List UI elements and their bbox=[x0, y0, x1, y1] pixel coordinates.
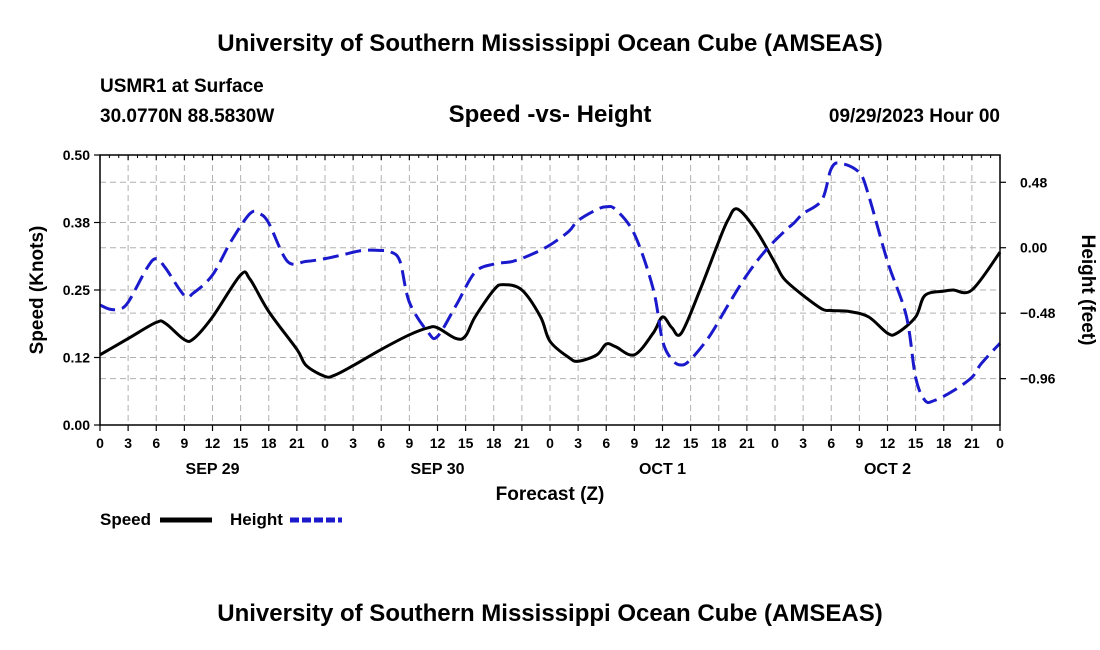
x-tick-label: 9 bbox=[180, 435, 188, 451]
date-label: OCT 2 bbox=[864, 461, 911, 478]
x-tick-label: 9 bbox=[630, 435, 638, 451]
y2-tick-label: 0.48 bbox=[1020, 174, 1047, 190]
x-axis-label: Forecast (Z) bbox=[496, 484, 605, 505]
x-tick-label: 15 bbox=[683, 435, 699, 451]
footer-title: University of Southern Mississippi Ocean… bbox=[217, 600, 883, 627]
x-tick-label: 0 bbox=[771, 435, 779, 451]
x-tick-label: 12 bbox=[205, 435, 221, 451]
x-tick-label: 9 bbox=[855, 435, 863, 451]
y-axis-label: Speed (Knots) bbox=[27, 226, 48, 355]
date-label: OCT 1 bbox=[639, 461, 686, 478]
chart-title: Speed -vs- Height bbox=[448, 101, 652, 128]
x-tick-label: 15 bbox=[458, 435, 474, 451]
coordinates-label: 30.0770N 88.5830W bbox=[100, 106, 275, 127]
legend-speed-label: Speed bbox=[100, 510, 151, 529]
series-layer bbox=[99, 161, 1002, 405]
x-tick-label: 21 bbox=[514, 435, 530, 451]
y2-tick-label: −0.48 bbox=[1020, 305, 1056, 321]
x-tick-label: 0 bbox=[321, 435, 329, 451]
station-label: USMR1 at Surface bbox=[100, 76, 264, 97]
y-tick-label: 0.00 bbox=[63, 417, 90, 433]
x-tick-label: 9 bbox=[405, 435, 413, 451]
x-tick-label: 21 bbox=[964, 435, 980, 451]
datetime-label: 09/29/2023 Hour 00 bbox=[828, 106, 1000, 127]
x-tick-label: 18 bbox=[261, 435, 277, 451]
x-tick-label: 21 bbox=[289, 435, 305, 451]
axes-layer: 0 3 6 9 12 15 18 21 0 3 6 9 12 15 18 21 0 3 6 9 12 15 18 21 0 3 6 9… bbox=[63, 147, 1056, 478]
x-tick-label: 18 bbox=[486, 435, 502, 451]
y2-tick-label: 0.00 bbox=[1020, 240, 1047, 256]
x-tick-label: 3 bbox=[799, 435, 807, 451]
date-label: SEP 29 bbox=[186, 461, 240, 478]
main-title: University of Southern Mississippi Ocean… bbox=[217, 30, 883, 57]
speed-height-chart: 0 3 6 9 12 15 18 21 0 3 6 9 12 15 18 21 0 3 6 9 12 15 18 21 0 3 6 9… bbox=[27, 147, 1098, 529]
speed-series-line bbox=[99, 207, 1002, 379]
x-tick-label: 15 bbox=[908, 435, 924, 451]
x-tick-label: 12 bbox=[880, 435, 896, 451]
x-tick-label: 3 bbox=[124, 435, 132, 451]
x-tick-label: 6 bbox=[377, 435, 385, 451]
x-tick-label: 15 bbox=[233, 435, 249, 451]
x-tick-label: 3 bbox=[349, 435, 357, 451]
x-tick-label: 12 bbox=[655, 435, 671, 451]
legend-height-label: Height bbox=[230, 510, 283, 529]
x-tick-label: 0 bbox=[546, 435, 554, 451]
grid-layer bbox=[100, 155, 1000, 425]
x-tick-label: 6 bbox=[602, 435, 610, 451]
x-tick-label: 0 bbox=[96, 435, 104, 451]
y2-axis-label: Height (feet) bbox=[1077, 235, 1098, 346]
height-series-line bbox=[99, 161, 1002, 405]
plot-frame bbox=[99, 154, 1001, 426]
x-tick-label: 18 bbox=[711, 435, 727, 451]
y2-tick-label: −0.96 bbox=[1020, 371, 1056, 387]
x-tick-label: 6 bbox=[152, 435, 160, 451]
x-tick-label: 0 bbox=[996, 435, 1004, 451]
x-tick-label: 21 bbox=[739, 435, 755, 451]
y-tick-label: 0.38 bbox=[63, 215, 90, 231]
x-tick-label: 18 bbox=[936, 435, 952, 451]
x-tick-label: 3 bbox=[574, 435, 582, 451]
y-tick-label: 0.12 bbox=[63, 350, 90, 366]
date-label: SEP 30 bbox=[411, 461, 465, 478]
y-tick-label: 0.25 bbox=[63, 282, 90, 298]
y-tick-label: 0.50 bbox=[63, 147, 90, 163]
x-tick-label: 12 bbox=[430, 435, 446, 451]
x-tick-label: 6 bbox=[827, 435, 835, 451]
